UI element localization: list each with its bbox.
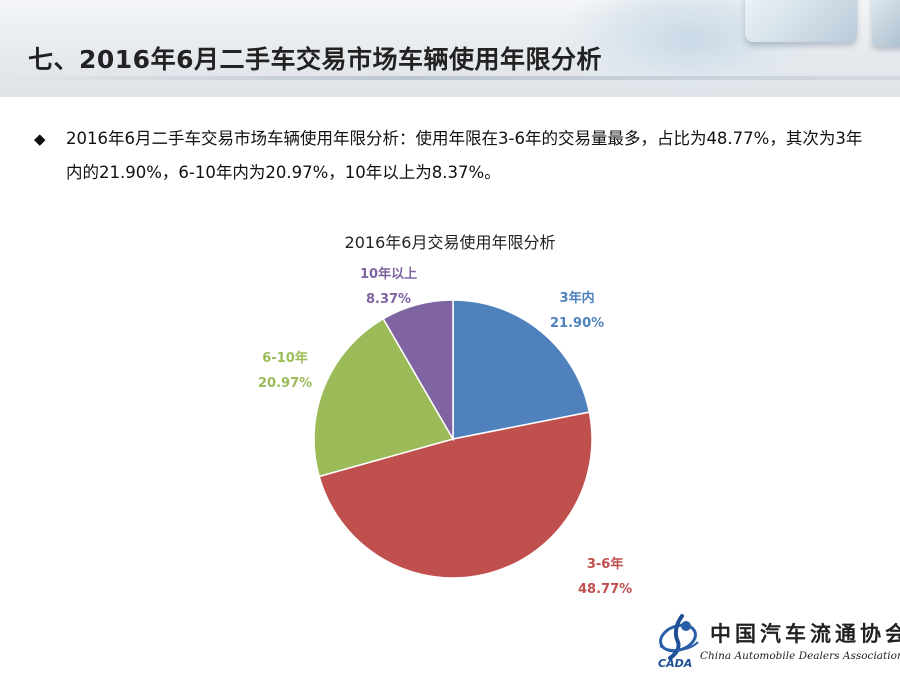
org-name-en: China Automobile Dealers Association [700,650,900,662]
slice-value-label: 8.37% [365,292,412,307]
pie-slice [313,317,455,478]
chart-title: 2016年6月交易使用年限分析 [344,233,556,252]
pie-slice [452,299,591,440]
cada-emblem-icon: CADA [658,614,699,670]
slice-category-label: 10年以上 [360,267,418,282]
cada-abbr: CADA [658,657,692,670]
pie-slice-label: 10年以上 8.37% [360,262,417,312]
slide-title: 七、2016年6月二手车交易市场车辆使用年限分析 [28,45,602,74]
slice-value-label: 48.77% [578,582,633,597]
pie-slice [318,411,593,579]
header-banner [0,0,900,97]
org-name-cn: 中国汽车流通协会 [710,621,900,646]
pie-slice-label: 3-6年 48.77% [578,552,632,602]
cada-logo: CADA 中国汽车流通协会 China Automobile Dealers A… [652,612,900,670]
diamond-bullet-icon: ◆ [34,130,46,148]
slice-category-label: 3-6年 [586,557,624,572]
slice-category-label: 6-10年 [262,351,308,366]
slice-category-label: 3年内 [559,291,595,306]
bullet-text: 2016年6月二手车交易市场车辆使用年限分析：使用年限在3-6年的交易量最多，占… [66,129,863,182]
bullet-paragraph: ◆ 2016年6月二手车交易市场车辆使用年限分析：使用年限在3-6年的交易量最多… [34,122,864,190]
header-ribbon [0,76,900,80]
pie-slice-label: 6-10年 20.97% [258,346,312,396]
pie-slice-label: 3年内 21.90% [550,286,604,336]
cube-decoration [872,0,900,46]
pie-slice [382,299,454,442]
slice-value-label: 21.90% [550,316,605,331]
slice-value-label: 20.97% [258,376,313,391]
cube-decoration [745,0,857,42]
